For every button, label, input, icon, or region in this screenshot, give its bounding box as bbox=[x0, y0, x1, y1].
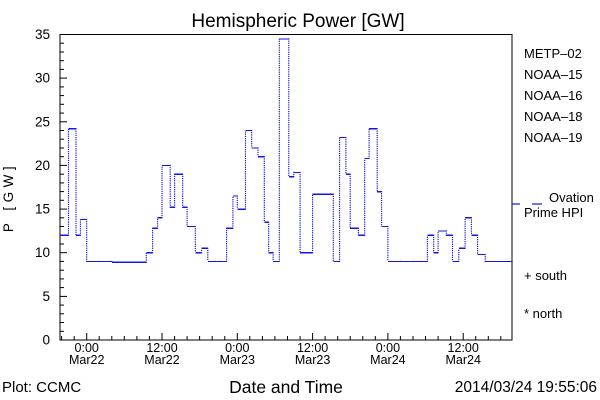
svg-text:NOAA–16: NOAA–16 bbox=[524, 88, 583, 103]
svg-text:35: 35 bbox=[35, 27, 50, 42]
svg-text:Plot: CCMC: Plot: CCMC bbox=[2, 379, 81, 396]
svg-text:NOAA–19: NOAA–19 bbox=[524, 130, 583, 145]
svg-text:Date and Time: Date and Time bbox=[229, 377, 343, 397]
svg-text:Mar22: Mar22 bbox=[69, 353, 104, 367]
svg-text:Mar22: Mar22 bbox=[144, 353, 179, 367]
svg-text:P [GW]: P [GW] bbox=[1, 162, 16, 232]
svg-text:15: 15 bbox=[35, 202, 50, 217]
svg-text:10: 10 bbox=[35, 245, 50, 260]
svg-text:+ south: + south bbox=[524, 268, 567, 283]
svg-text:0: 0 bbox=[42, 333, 50, 348]
svg-text:Mar24: Mar24 bbox=[445, 353, 480, 367]
svg-text:Ovation: Ovation bbox=[549, 190, 594, 205]
svg-text:NOAA–15: NOAA–15 bbox=[524, 67, 583, 82]
svg-text:30: 30 bbox=[35, 71, 50, 86]
svg-text:Hemispheric Power [GW]: Hemispheric Power [GW] bbox=[191, 11, 404, 32]
svg-text:NOAA–18: NOAA–18 bbox=[524, 109, 583, 124]
svg-text:2014/03/24 19:55:06: 2014/03/24 19:55:06 bbox=[455, 379, 597, 396]
svg-text:* north: * north bbox=[524, 306, 562, 321]
svg-text:20: 20 bbox=[35, 158, 50, 173]
svg-text:5: 5 bbox=[42, 289, 50, 304]
svg-text:Mar23: Mar23 bbox=[295, 353, 330, 367]
svg-text:Mar23: Mar23 bbox=[220, 353, 255, 367]
svg-text:Mar24: Mar24 bbox=[370, 353, 405, 367]
svg-text:Prime HPI: Prime HPI bbox=[524, 205, 583, 220]
svg-text:25: 25 bbox=[35, 114, 50, 129]
svg-text:METP–02: METP–02 bbox=[524, 46, 582, 61]
